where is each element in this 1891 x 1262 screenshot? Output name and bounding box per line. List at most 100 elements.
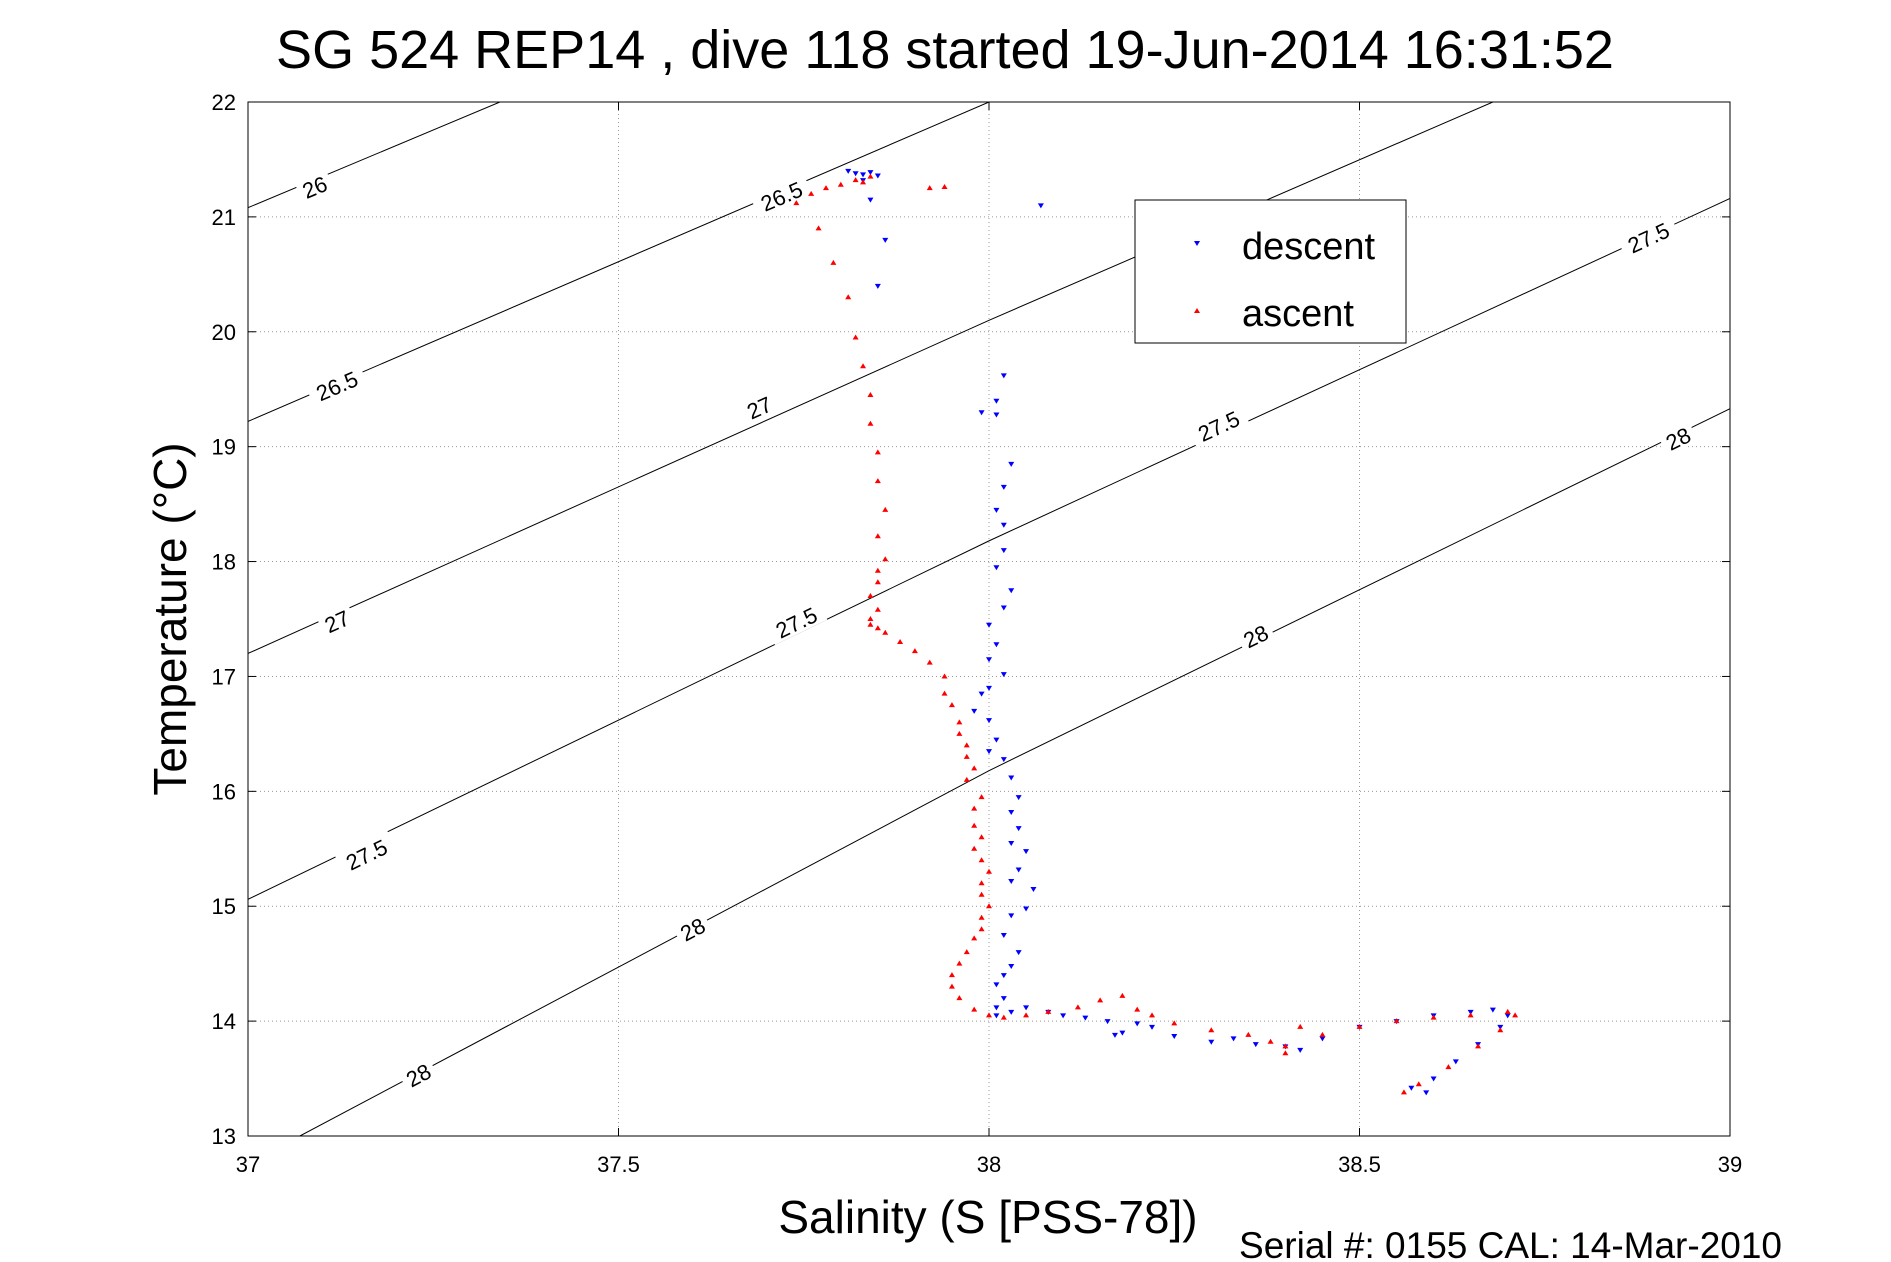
descent-point xyxy=(1230,1036,1237,1042)
descent-point xyxy=(1430,1076,1437,1082)
contour-label-bg xyxy=(1657,419,1699,456)
y-tick-label: 20 xyxy=(212,320,236,345)
ascent-point xyxy=(911,648,918,654)
ascent-point xyxy=(971,805,978,811)
descent-point xyxy=(1008,841,1015,847)
y-tick-label: 13 xyxy=(212,1124,236,1149)
descent-point xyxy=(971,708,978,714)
descent-point xyxy=(882,237,889,243)
contour-label-bg xyxy=(1616,213,1680,260)
ascent-point xyxy=(978,857,985,863)
descent-point xyxy=(1408,1085,1415,1091)
descent-point xyxy=(1015,826,1022,832)
serial-cal-footer: Serial #: 0155 CAL: 14-Mar-2010 xyxy=(1239,1225,1782,1262)
ascent-point xyxy=(971,845,978,851)
ascent-point xyxy=(882,556,889,562)
ascent-point xyxy=(1119,992,1126,998)
ascent-point xyxy=(1134,1006,1141,1012)
contour-label-bg xyxy=(316,602,357,639)
ascent-point xyxy=(941,673,948,679)
ascent-point xyxy=(1504,1008,1511,1014)
ascent-point xyxy=(971,822,978,828)
ascent-point xyxy=(867,173,874,179)
y-tick-label: 19 xyxy=(212,435,236,460)
descent-point xyxy=(1060,1013,1067,1019)
descent-point xyxy=(1452,1059,1459,1065)
legend-descent-marker xyxy=(1194,241,1200,246)
contour-label-bg xyxy=(293,168,335,204)
ascent-point xyxy=(860,179,867,185)
ascent-point xyxy=(978,926,985,932)
descent-point xyxy=(1030,886,1037,892)
descent-point xyxy=(993,1013,1000,1019)
ascent-point xyxy=(986,868,992,874)
descent-point xyxy=(1104,1019,1111,1025)
ascent-point xyxy=(1475,1043,1482,1049)
descent-point xyxy=(1015,795,1022,801)
legend: descent ascent xyxy=(1134,199,1407,344)
contour-label-bg xyxy=(764,598,828,645)
descent-point xyxy=(1171,1034,1178,1040)
descent-point xyxy=(1000,996,1007,1002)
descent-point xyxy=(1208,1039,1215,1045)
ascent-point xyxy=(1023,1012,1030,1018)
descent-point xyxy=(993,982,1000,988)
density-contour-27.5 xyxy=(248,198,1730,900)
descent-point xyxy=(1252,1042,1259,1048)
legend-ascent-label: ascent xyxy=(1242,293,1354,335)
descent-point xyxy=(867,170,874,176)
x-tick-label: 39 xyxy=(1718,1152,1742,1177)
ascent-point xyxy=(963,949,970,955)
descent-point xyxy=(845,168,852,174)
ascent-point xyxy=(926,659,933,665)
ascent-point xyxy=(978,891,985,897)
descent-point xyxy=(1504,1013,1511,1019)
y-axis-label: Temperature (°C) xyxy=(144,442,196,795)
descent-point xyxy=(1015,867,1022,873)
contour-label-bg xyxy=(738,388,780,425)
descent-point xyxy=(986,718,992,724)
descent-point xyxy=(1111,1032,1118,1038)
y-tick-label: 18 xyxy=(212,550,236,575)
ascent-point xyxy=(1497,1027,1504,1033)
descent-point xyxy=(986,657,992,663)
y-tick-label: 22 xyxy=(212,90,236,115)
ascent-point xyxy=(874,533,881,539)
descent-point xyxy=(1134,1021,1141,1027)
y-tick-label: 21 xyxy=(212,205,236,230)
ascent-point xyxy=(1297,1023,1304,1029)
ascent-point xyxy=(882,506,889,512)
ascent-point xyxy=(1045,1008,1052,1014)
descent-point xyxy=(986,749,992,755)
density-contour-26 xyxy=(248,102,501,209)
x-tick-label: 38 xyxy=(977,1152,1001,1177)
descent-point xyxy=(1000,973,1007,979)
density-contour-28 xyxy=(299,408,1730,1136)
x-axis-label: Salinity (S [PSS-78]) xyxy=(778,1191,1197,1243)
ascent-point xyxy=(860,363,867,369)
legend-box xyxy=(1134,199,1407,344)
ascent-point xyxy=(867,593,874,599)
descent-point xyxy=(1149,1024,1156,1030)
descent-point xyxy=(1015,950,1022,956)
density-contour-27 xyxy=(248,102,1494,654)
ascent-point xyxy=(948,702,955,708)
descent-point xyxy=(1008,810,1015,816)
ascent-point xyxy=(941,184,948,190)
ascent-point xyxy=(808,190,815,196)
descent-point xyxy=(1008,775,1015,781)
density-contour-26.5 xyxy=(248,102,990,422)
descent-point xyxy=(874,173,881,179)
ascent-point xyxy=(956,730,963,736)
ascent-point xyxy=(986,903,992,909)
descent-point xyxy=(1319,1036,1326,1042)
descent-point xyxy=(993,507,1000,513)
ascent-point xyxy=(963,753,970,759)
ascent-point xyxy=(1445,1064,1452,1070)
descent-point xyxy=(986,685,992,691)
descent-point xyxy=(1119,1030,1126,1036)
ascent-point xyxy=(874,567,881,573)
ascent-point xyxy=(1282,1050,1289,1056)
ascent-point xyxy=(986,1012,992,1018)
